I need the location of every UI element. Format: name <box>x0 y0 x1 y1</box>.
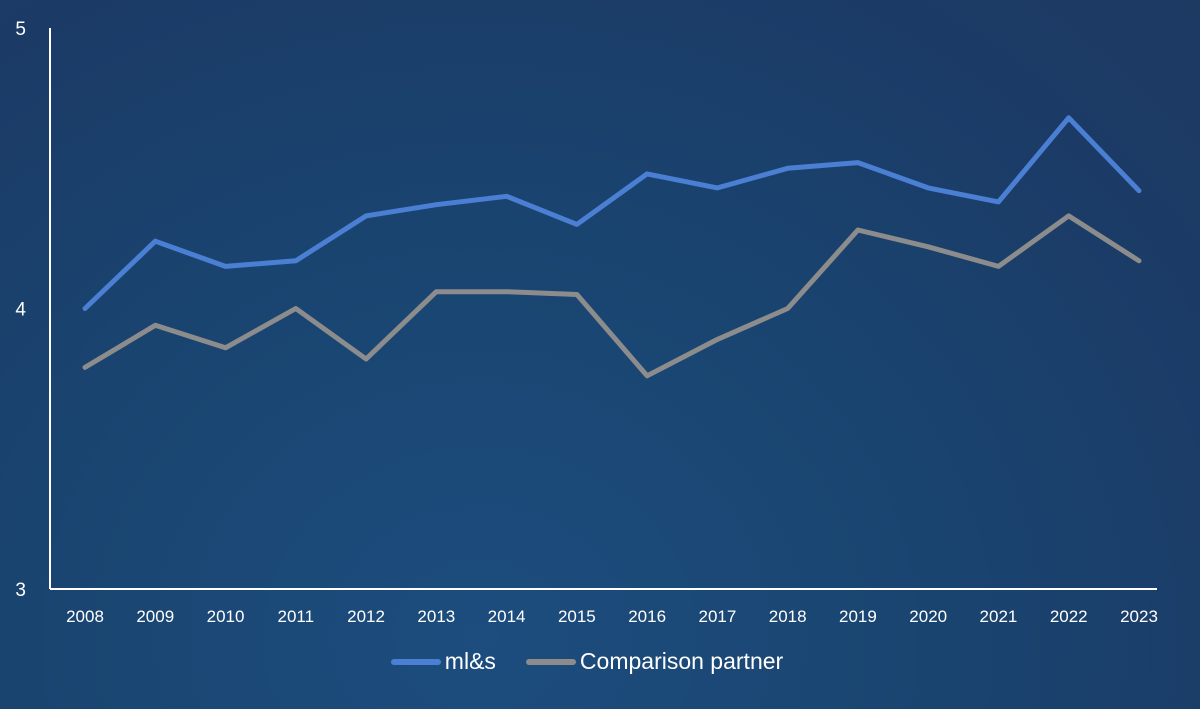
chart-legend: ml&s Comparison partner <box>0 648 1200 675</box>
x-tick-label: 2015 <box>558 607 596 626</box>
y-tick-label: 4 <box>15 300 26 321</box>
x-tick-label: 2012 <box>347 607 385 626</box>
x-tick-label: 2010 <box>207 607 245 626</box>
x-tick-label: 2023 <box>1120 607 1158 626</box>
series-layer <box>82 115 1142 379</box>
legend-label: ml&s <box>444 648 496 674</box>
legend-swatch-icon <box>390 658 441 665</box>
x-tick-label: 2016 <box>628 607 666 626</box>
x-tick-label: 2017 <box>698 607 736 626</box>
x-tick-label: 2009 <box>136 607 174 626</box>
y-tick-label: 5 <box>15 19 26 40</box>
x-tick-label: 2011 <box>278 607 315 626</box>
x-tick-label: 2020 <box>909 607 947 626</box>
x-tick-label: 2021 <box>980 607 1018 626</box>
series-line-comparison-partner <box>82 213 1142 379</box>
y-tick-label: 3 <box>15 580 26 601</box>
x-tick-label: 2019 <box>839 607 877 626</box>
x-tick-label: 2013 <box>417 607 455 626</box>
x-axis: 2008 2009 2010 2011 2012 2013 2014 2015 2016 2017… <box>50 588 1158 626</box>
y-axis: 3 4 5 <box>15 19 51 601</box>
legend-item: Comparison partner <box>525 648 784 675</box>
x-tick-label: 2014 <box>488 607 526 626</box>
legend-item: ml&s <box>390 648 496 675</box>
x-tick-label: 2018 <box>769 607 807 626</box>
series-line-ml-s <box>82 115 1142 311</box>
x-tick-label: 2022 <box>1050 607 1088 626</box>
x-tick-label: 2008 <box>66 607 104 626</box>
legend-label: Comparison partner <box>579 648 784 674</box>
legend-swatch-icon <box>525 658 576 665</box>
